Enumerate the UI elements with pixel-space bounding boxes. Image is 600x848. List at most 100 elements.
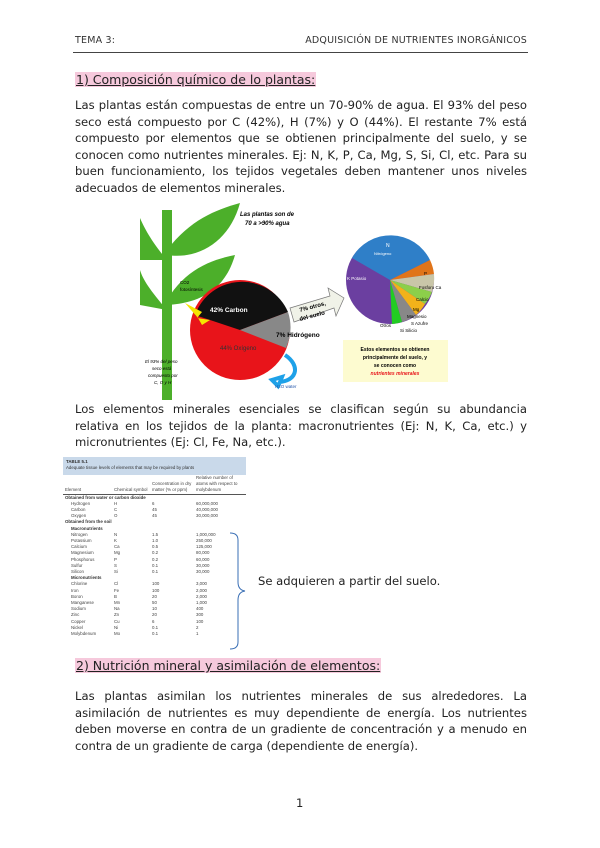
pie-label-ca: Fosforo Ca — [419, 285, 442, 290]
co2-arrow-icon — [185, 303, 210, 325]
carbon-label: 42% Carbon — [210, 307, 248, 314]
table-cell: 60,000 — [196, 556, 210, 562]
dry-note-1: El 93% del peso — [145, 359, 178, 364]
table-row: Molybdenum Mo 0.1 1 — [63, 631, 246, 637]
pie-label-otros: Otros — [380, 323, 392, 328]
table-cell: 20 — [152, 612, 157, 618]
table-row: Phosphorus P 0.2 60,000 — [63, 557, 246, 563]
table-cell: Manganese — [71, 600, 94, 606]
table-cell: 80,000 — [196, 550, 210, 556]
table-cell: S — [114, 562, 117, 568]
table-row: Calcium Ca 0.5 125,000 — [63, 544, 246, 550]
box-line-3: se conocen como — [374, 363, 416, 369]
table-group-row: Micronutrients — [63, 575, 246, 581]
table-cell: Carbon — [71, 507, 86, 513]
dry-note-4: C, O y H — [154, 380, 172, 385]
table-cell: 1.5 — [152, 531, 159, 537]
group-label: Macronutrients — [71, 525, 103, 531]
table-cell: Si — [114, 569, 118, 575]
table-row: Chlorine Cl 100 3,000 — [63, 581, 246, 587]
table-cell: Molybdenum — [71, 631, 97, 637]
table-cell: B — [114, 593, 117, 599]
plant-illustration — [140, 203, 240, 400]
table-caption: TABLE 5.1 — [66, 459, 88, 464]
table-cell: Calcium — [71, 544, 87, 550]
table-cell: Hydrogen — [71, 500, 91, 506]
table-cell: H — [114, 500, 118, 506]
pie-label-n: N — [386, 243, 390, 249]
table-cell: Mn — [114, 600, 121, 606]
table-row: Zinc Zn 20 300 — [63, 612, 246, 618]
minerals-box — [343, 340, 448, 382]
table-cell: 0.1 — [152, 569, 159, 575]
table-row: Sulfur S 0.1 30,000 — [63, 563, 246, 569]
table-cell: N — [114, 531, 118, 537]
table-cell: 400 — [196, 606, 204, 612]
pie-label-nitrogen: Nitrógeno — [374, 251, 392, 256]
elements-table: TABLE 5.1 Adequate tissue levels of eleme… — [63, 457, 246, 650]
dry-note-2: seco está — [152, 366, 172, 371]
table-cell: Mo — [114, 631, 121, 637]
water-arrow-icon — [268, 353, 297, 390]
table-cell: 2,000 — [196, 593, 207, 599]
table-cell: C — [114, 507, 118, 513]
table-row: Iron Fe 100 2,000 — [63, 588, 246, 594]
col-concentration: Concentration in dry matter (% or ppm) — [150, 475, 194, 495]
minerals-pie — [346, 235, 435, 324]
table-cell: 2 — [196, 624, 199, 630]
table-cell: 6 — [152, 618, 155, 624]
table-cell: Zinc — [71, 612, 80, 618]
table-cell: Sulfur — [71, 562, 83, 568]
page-number: 1 — [296, 796, 304, 810]
table-row: Silicon Si 0.1 30,000 — [63, 569, 246, 575]
group-label: Obtained from water or carbon dioxide — [65, 494, 146, 500]
table-row: Potassium K 1.0 250,000 — [63, 538, 246, 544]
table-cell: 1,000,000 — [196, 531, 216, 537]
table-cell: 60,000,000 — [196, 500, 218, 506]
group-label: Obtained from the soil — [65, 519, 112, 525]
table-cell: Ni — [114, 624, 119, 630]
col-relative: Relative number of atoms with respect to… — [194, 475, 246, 495]
table-group-row: Obtained from the soil — [63, 519, 246, 525]
table-cell: Zn — [114, 612, 120, 618]
table-cell: Silicon — [71, 569, 84, 575]
table-cell: 0.1 — [152, 562, 159, 568]
table-row: Nitrogen N 1.5 1,000,000 — [63, 532, 246, 538]
table-cell: 40,000,000 — [196, 507, 218, 513]
table-cell: 0.2 — [152, 550, 159, 556]
bracket-icon — [229, 532, 246, 650]
table-cell: Potassium — [71, 538, 92, 544]
paragraph2: Los elementos minerales esenciales se cl… — [75, 402, 527, 450]
box-line-4: nutrientes minerales — [371, 371, 420, 377]
water-in-label: H2O water — [275, 384, 297, 389]
table-cell: Magnesium — [71, 550, 94, 556]
plant-composition-figure: Las plantas son de 70 a >90% agua CO2 fo… — [140, 203, 448, 400]
table-cell: Phosphorus — [71, 556, 95, 562]
table-cell: P — [114, 556, 117, 562]
header-left: TEMA 3: — [75, 35, 116, 46]
table-row: Manganese Mn 50 1,000 — [63, 600, 246, 606]
co2-label: CO2 — [180, 280, 190, 285]
table-cell: 0.2 — [152, 556, 159, 562]
water-note-1: Las plantas son de — [240, 212, 295, 218]
table-cell: Boron — [71, 593, 83, 599]
pie-label-si: Si Silicio — [400, 328, 418, 333]
table-cell: 3,000 — [196, 581, 207, 587]
soil-note: Se adquieren a partir del suelo. — [258, 574, 441, 588]
table-cell: 6 — [152, 500, 155, 506]
table-subtitle: Adequate tissue levels of elements that … — [66, 465, 195, 470]
hydrogen-label: 7% Hidrógeno — [276, 332, 320, 339]
table-cell: K — [114, 538, 117, 544]
table-row: Nickel Ni 0.1 2 — [63, 625, 246, 631]
table-cell: 2,000 — [196, 587, 207, 593]
section2-paragraph: Las plantas asimilan los nutrientes mine… — [75, 689, 527, 753]
section1-heading: 1) Composición químico de lo plantas: — [75, 72, 317, 87]
table-cell: 100 — [152, 587, 160, 593]
table-cell: 0.1 — [152, 624, 159, 630]
table-row: Oxygen O 45 30,000,000 — [63, 513, 246, 519]
table-row: Magnesium Mg 0.2 80,000 — [63, 550, 246, 556]
table-cell: Fe — [114, 587, 120, 593]
pie-label-mg: Mg — [413, 307, 420, 312]
box-line-2: principalmente del suelo, y — [363, 355, 427, 361]
table-cell: 1 — [196, 631, 199, 637]
